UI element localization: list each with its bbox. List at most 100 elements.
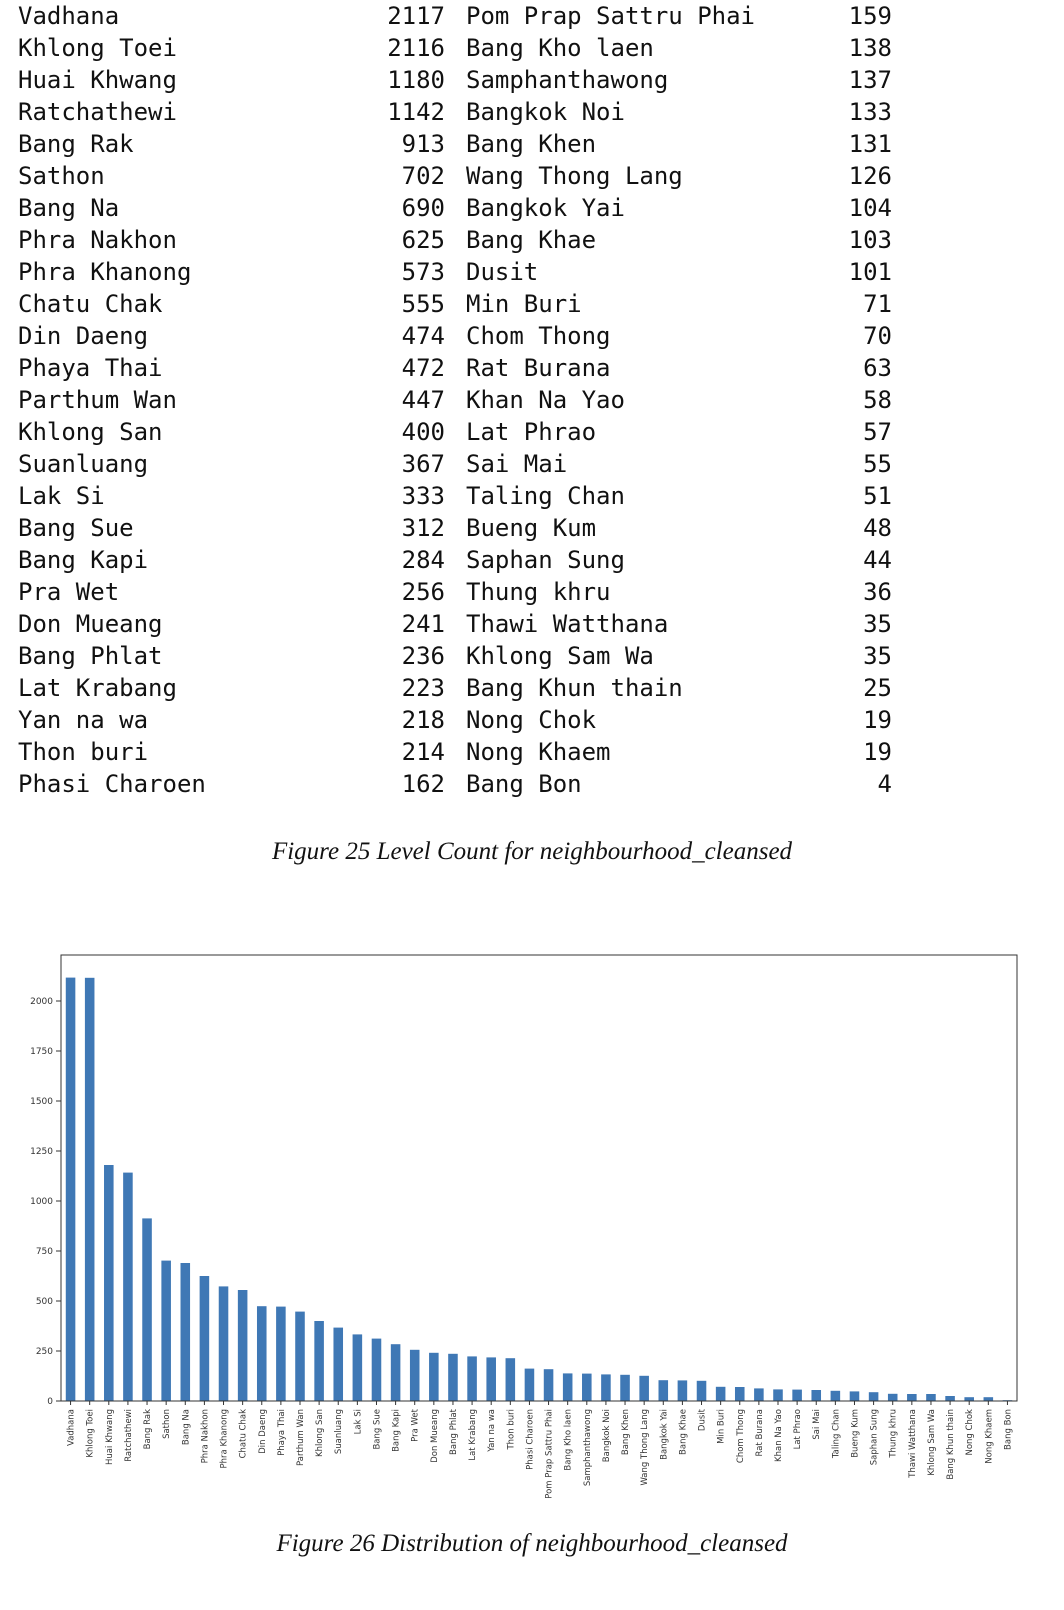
neighbourhood-count: 256 — [401, 578, 445, 606]
table-row: Pom Prap Sattru Phai 159 — [466, 0, 896, 32]
neighbourhood-name: Phaya Thai — [18, 354, 163, 382]
neighbourhood-count: 131 — [848, 130, 892, 158]
neighbourhood-count: 218 — [401, 706, 445, 734]
table-row: Huai Khwang 1180 — [18, 64, 448, 96]
x-tick-label: Lat Krabang — [468, 1409, 478, 1461]
bar — [142, 1218, 152, 1401]
table-row: Phaya Thai 472 — [18, 352, 448, 384]
x-tick-label: Taling Chan — [831, 1409, 841, 1459]
neighbourhood-name: Bang Khen — [466, 130, 597, 158]
y-tick-label: 1250 — [30, 1147, 53, 1157]
neighbourhood-count: 35 — [863, 610, 892, 638]
table-row: Vadhana 2117 — [18, 0, 448, 32]
bar — [945, 1396, 955, 1401]
table-row: Taling Chan 51 — [466, 480, 896, 512]
y-tick-label: 750 — [36, 1247, 53, 1257]
x-tick-label: Chom Thong — [736, 1409, 746, 1463]
table-row: Chatu Chak 555 — [18, 288, 448, 320]
bar — [734, 1387, 745, 1401]
x-tick-label: Rat Burana — [755, 1409, 765, 1456]
table-row: Sai Mai 55 — [466, 448, 896, 480]
neighbourhood-name: Bangkok Noi — [466, 98, 625, 126]
bar — [352, 1334, 363, 1401]
x-tick-label: Dusit — [698, 1408, 708, 1431]
table-row: Khlong Toei 2116 — [18, 32, 448, 64]
table-row: Phra Nakhon 625 — [18, 224, 448, 256]
table-row: Bueng Kum 48 — [466, 512, 896, 544]
table-row: Nong Khaem 19 — [466, 736, 896, 768]
neighbourhood-name: Din Daeng — [18, 322, 149, 350]
level-count-table: Vadhana 2117 Khlong Toei 2116 Huai Khwang 118… — [18, 0, 908, 800]
neighbourhood-name: Pra Wet — [18, 578, 120, 606]
y-tick-label: 1500 — [30, 1097, 53, 1107]
neighbourhood-name: Chom Thong — [466, 322, 611, 350]
x-tick-label: Bang Bon — [1003, 1409, 1013, 1450]
x-tick-label: Phaya Thai — [277, 1409, 287, 1456]
y-tick-label: 2000 — [30, 997, 53, 1007]
bar — [161, 1260, 171, 1401]
x-tick-label: Yan na wa — [487, 1409, 497, 1453]
bar — [295, 1311, 305, 1401]
neighbourhood-count: 4 — [877, 770, 892, 798]
neighbourhood-count: 1142 — [387, 98, 445, 126]
neighbourhood-name: Parthum Wan — [18, 386, 177, 414]
table-row: Don Mueang 241 — [18, 608, 448, 640]
neighbourhood-count: 103 — [848, 226, 892, 254]
bar — [371, 1338, 382, 1401]
neighbourhood-name: Bang Khun thain — [466, 674, 683, 702]
neighbourhood-count: 58 — [863, 386, 892, 414]
neighbourhood-name: Bangkok Yai — [466, 194, 625, 222]
x-tick-label: Bang Khen — [621, 1409, 631, 1455]
neighbourhood-name: Phra Nakhon — [18, 226, 177, 254]
bar — [964, 1397, 974, 1401]
neighbourhood-count: 214 — [401, 738, 445, 766]
neighbourhood-count: 400 — [401, 418, 445, 446]
neighbourhood-count: 333 — [401, 482, 445, 510]
neighbourhood-count: 573 — [401, 258, 445, 286]
neighbourhood-name: Lat Phrao — [466, 418, 597, 446]
neighbourhood-count: 2117 — [387, 2, 445, 30]
table-row: Khan Na Yao 58 — [466, 384, 896, 416]
bar — [620, 1374, 630, 1401]
x-tick-label: Don Mueang — [430, 1409, 440, 1463]
bar — [562, 1373, 573, 1401]
x-tick-label: Bang Na — [181, 1409, 191, 1445]
x-tick-label: Bang Phlat — [449, 1408, 459, 1455]
x-tick-label: Khlong San — [315, 1409, 325, 1457]
bar — [314, 1321, 324, 1401]
neighbourhood-count: 104 — [848, 194, 892, 222]
table-row: Samphanthawong 137 — [466, 64, 896, 96]
bar — [696, 1380, 707, 1401]
neighbourhood-name: Nong Khaem — [466, 738, 611, 766]
neighbourhood-name: Bueng Kum — [466, 514, 597, 542]
x-tick-label: Samphanthawong — [583, 1409, 593, 1486]
neighbourhood-count: 25 — [863, 674, 892, 702]
neighbourhood-name: Bang Na — [18, 194, 120, 222]
bar — [907, 1394, 917, 1401]
bar — [658, 1380, 669, 1401]
table-row: Lat Krabang 223 — [18, 672, 448, 704]
table-row: Dusit 101 — [466, 256, 896, 288]
table-row: Sathon 702 — [18, 160, 448, 192]
figure-25-caption: Figure 25 Level Count for neighbourhood_… — [271, 838, 793, 865]
neighbourhood-count: 48 — [863, 514, 892, 542]
neighbourhood-count: 447 — [401, 386, 445, 414]
table-row: Thawi Watthana 35 — [466, 608, 896, 640]
neighbourhood-count: 19 — [863, 738, 892, 766]
x-tick-label: Wang Thong Lang — [640, 1409, 650, 1486]
neighbourhood-name: Sathon — [18, 162, 105, 190]
neighbourhood-count: 57 — [863, 418, 892, 446]
bar — [543, 1369, 554, 1401]
neighbourhood-count: 472 — [401, 354, 445, 382]
table-row: Suanluang 367 — [18, 448, 448, 480]
x-tick-label: Bang Sue — [372, 1409, 382, 1450]
table-row: Bang Khen 131 — [466, 128, 896, 160]
neighbourhood-count: 70 — [863, 322, 892, 350]
table-row: Khlong San 400 — [18, 416, 448, 448]
table-row: Parthum Wan 447 — [18, 384, 448, 416]
bar — [123, 1172, 133, 1401]
x-tick-label: Bangkok Yai — [659, 1409, 669, 1460]
table-row: Ratchathewi 1142 — [18, 96, 448, 128]
neighbourhood-count: 159 — [848, 2, 892, 30]
table-row: Bangkok Yai 104 — [466, 192, 896, 224]
